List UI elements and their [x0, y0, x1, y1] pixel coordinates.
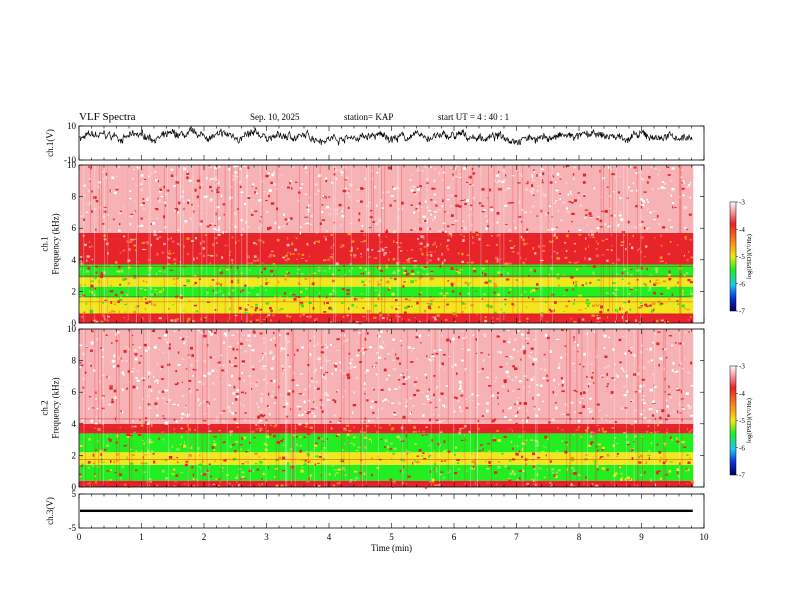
ch2-colorbar-tick: -4 [739, 390, 745, 398]
ch2-colorbar-tick: -3 [739, 363, 745, 371]
time-tick-label: 3 [264, 532, 269, 542]
time-axis-label: Time (min) [371, 543, 412, 553]
ch3-waveform-band [80, 509, 693, 513]
ch2-freq-ytick-label: 8 [72, 356, 77, 366]
ch1-colorbar-tick: -5 [739, 253, 745, 261]
ch2-colorbar-tick: -7 [739, 472, 745, 480]
ch2-freq-ytick-label: 0 [72, 482, 77, 492]
ch2-freq-ytick-label: 4 [72, 419, 77, 429]
ch1-freq-ytick-label: 8 [72, 192, 77, 202]
time-tick-label: 0 [77, 532, 82, 542]
time-tick-label: 7 [514, 532, 519, 542]
time-tick-label: 4 [327, 532, 332, 542]
time-tick-label: 6 [452, 532, 457, 542]
figure-title: VLF Spectra [79, 111, 136, 123]
ch1-freq-ytick-label: 0 [72, 318, 77, 328]
ch1-colorbar-label: log(PSD)(V²/Hz) [746, 234, 753, 279]
time-tick-label: 10 [700, 532, 710, 542]
time-tick-label: 2 [202, 532, 207, 542]
ch1-freq-ytick-label: 2 [72, 286, 77, 296]
ch1-spectrogram-image [79, 165, 694, 325]
svg-text:ch.1(V): ch.1(V) [45, 129, 55, 157]
ch2-colorbar-label: log(PSD)(V²/Hz) [746, 398, 753, 443]
time-tick-label: 5 [389, 532, 394, 542]
ch2-freq-ylabel: ch.2 Frequency (kHz) [40, 377, 61, 438]
ch2-freq-ytick-label: 6 [72, 387, 77, 397]
ch2-colorbar-tick: -6 [739, 444, 745, 452]
ch1-colorbar-tick: -3 [739, 199, 745, 207]
ch3-ytick-label: -5 [69, 523, 77, 533]
time-tick-label: 9 [639, 532, 644, 542]
ch1-freq-ytick-label: 10 [67, 160, 77, 170]
ch3-ytick-label: 5 [72, 489, 77, 499]
date-label: Sep. 10, 2025 [250, 112, 300, 122]
svg-text:Frequency (kHz): Frequency (kHz) [51, 377, 61, 438]
time-tick-label: 1 [139, 532, 144, 542]
svg-text:ch.3(V): ch.3(V) [45, 497, 55, 525]
ch2-colorbar-tick: -5 [739, 417, 745, 425]
ch1-freq-ytick-label: 6 [72, 223, 77, 233]
ch1-ylabel: ch.1(V) [45, 129, 55, 157]
ch1-waveform-line [79, 126, 693, 146]
svg-text:ch.2: ch.2 [40, 400, 50, 415]
ch1-freq-ytick-label: 4 [72, 255, 77, 265]
ch2-freq-ytick-label: 10 [67, 324, 77, 334]
ch1-freq-ylabel: ch.1 Frequency (kHz) [40, 213, 61, 274]
start-time-label: start UT = 4 : 40 : 1 [438, 112, 510, 122]
ch1-colorbar-tick: -4 [739, 226, 745, 234]
ch2-freq-ytick-label: 2 [72, 450, 77, 460]
ch1-ytick-label: 10 [67, 121, 77, 131]
svg-text:Frequency (kHz): Frequency (kHz) [51, 213, 61, 274]
ch3-ylabel: ch.3(V) [45, 497, 55, 525]
ch2-colorbar [729, 365, 737, 476]
ch1-colorbar-tick: -6 [739, 280, 745, 288]
ch1-colorbar [729, 201, 737, 312]
ch2-spectrogram-image [79, 329, 695, 489]
time-tick-label: 8 [577, 532, 582, 542]
ch1-colorbar-tick: -7 [739, 308, 745, 316]
ch1-ytick-label: -10 [64, 155, 76, 165]
svg-text:ch.1: ch.1 [40, 236, 50, 251]
station-label: station= KAP [344, 112, 394, 122]
